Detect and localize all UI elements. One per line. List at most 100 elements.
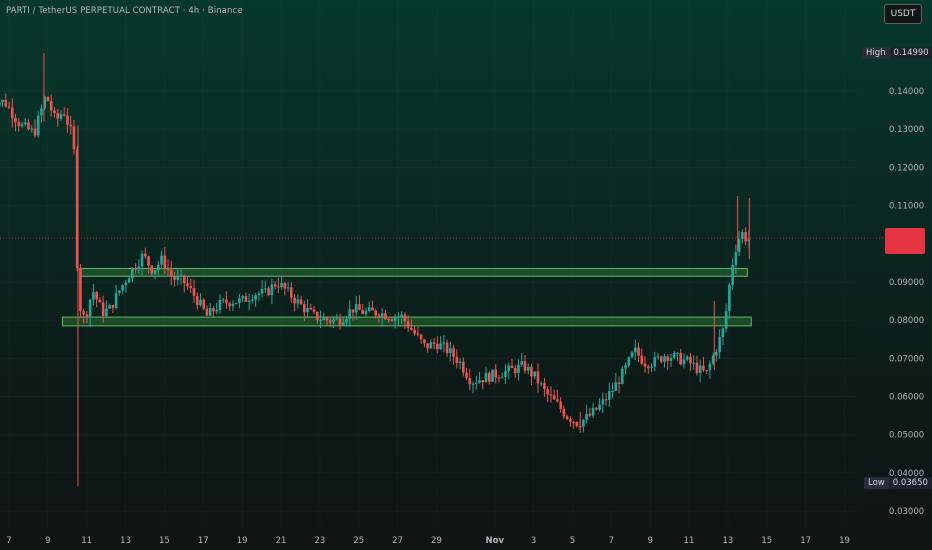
- candle-body: [465, 372, 468, 378]
- candle-body: [306, 307, 309, 313]
- candle-body: [695, 362, 699, 373]
- candle-body: [478, 380, 481, 383]
- candle-body: [69, 124, 72, 127]
- candle-body: [134, 267, 137, 270]
- candle-body: [702, 365, 705, 371]
- candle-body: [601, 399, 605, 405]
- candle-body: [728, 284, 731, 312]
- price-tick-label: 0.03000: [889, 507, 924, 517]
- candle-body: [221, 299, 225, 301]
- candle-body: [500, 377, 504, 379]
- candle-body: [708, 363, 712, 371]
- candle-body: [549, 394, 553, 396]
- candle-body: [231, 303, 235, 307]
- candle-body: [419, 334, 423, 340]
- candle-body: [539, 383, 543, 385]
- candle-body: [400, 314, 403, 317]
- candle-body: [257, 293, 261, 296]
- candle-body: [617, 382, 621, 385]
- candle-body: [98, 299, 102, 303]
- price-tick-label: 0.11000: [889, 202, 924, 212]
- candle-body: [604, 399, 608, 401]
- candle-body: [653, 357, 657, 367]
- candle-body: [33, 128, 37, 136]
- candle-body: [546, 389, 549, 395]
- candle-body: [513, 367, 517, 374]
- candle-body: [630, 352, 634, 358]
- candle-body: [82, 311, 85, 315]
- candle-body: [423, 339, 426, 344]
- candle-body: [108, 305, 111, 309]
- chart-title: PARTI / TetherUS PERPETUAL CONTRACT · 4h…: [6, 6, 243, 16]
- candle-body: [575, 422, 579, 427]
- candle-body: [588, 413, 592, 416]
- candle-body: [46, 96, 50, 102]
- candle-body: [147, 256, 150, 266]
- candle-body: [14, 118, 17, 123]
- candle-body: [471, 383, 475, 385]
- time-tick-label: 11: [81, 536, 92, 546]
- candle-body: [4, 100, 8, 107]
- candle-body: [23, 122, 27, 125]
- candle-body: [520, 361, 524, 365]
- candle-body: [199, 299, 202, 306]
- candle-body: [734, 252, 738, 266]
- candle-body: [75, 149, 79, 268]
- candle-body: [348, 309, 352, 319]
- candle-body: [36, 115, 40, 136]
- candle-body: [40, 108, 43, 116]
- candle-body: [0, 102, 1, 106]
- candle-body: [273, 284, 277, 287]
- candle-body: [49, 101, 53, 111]
- candle-body: [95, 292, 98, 300]
- high-price-tag: High 0.14990: [862, 47, 932, 59]
- candle-body: [374, 310, 378, 316]
- candle-body: [157, 264, 160, 271]
- low-label: Low: [864, 477, 889, 489]
- candle-body: [672, 353, 676, 358]
- time-tick-label: 29: [431, 536, 442, 546]
- candle-body: [640, 355, 644, 364]
- candle-body: [173, 276, 176, 280]
- candle-body: [689, 356, 692, 364]
- price-tick-label: 0.13000: [889, 125, 924, 135]
- candle-body: [27, 122, 30, 130]
- time-tick-label: 3: [531, 536, 536, 546]
- candle-body: [530, 366, 533, 377]
- candle-body: [299, 299, 303, 305]
- candle-body: [582, 419, 585, 427]
- candle-body: [322, 317, 326, 320]
- candle-body: [656, 356, 660, 358]
- candle-body: [487, 372, 491, 382]
- candle-body: [552, 395, 556, 400]
- candle-body: [637, 347, 640, 356]
- candle-body: [432, 342, 436, 344]
- time-tick-label: 19: [839, 536, 850, 546]
- candle-body: [325, 317, 329, 321]
- time-tick-label: 11: [684, 536, 695, 546]
- candle-body: [744, 232, 747, 242]
- time-tick-label: 23: [314, 536, 325, 546]
- price-zone[interactable]: [79, 268, 748, 277]
- candle-body: [1, 100, 4, 103]
- time-tick-label: 27: [392, 536, 403, 546]
- price-tick-label: 0.05000: [889, 431, 924, 441]
- currency-button[interactable]: USDT: [884, 4, 922, 24]
- candle-body: [406, 321, 410, 328]
- candle-body: [296, 299, 300, 304]
- candle-body: [53, 110, 56, 114]
- candle-body: [556, 399, 559, 402]
- candle-body: [371, 307, 374, 311]
- candle-body: [127, 278, 131, 283]
- candle-body: [312, 309, 316, 312]
- candle-body: [598, 404, 601, 410]
- candle-body: [351, 309, 355, 313]
- candle-body: [234, 302, 238, 304]
- time-tick-label: 5: [570, 536, 575, 546]
- candle-body: [163, 255, 167, 268]
- candle-body: [270, 284, 274, 296]
- candle-body: [225, 299, 228, 304]
- price-zone[interactable]: [61, 316, 752, 327]
- candlesticks: [0, 53, 751, 487]
